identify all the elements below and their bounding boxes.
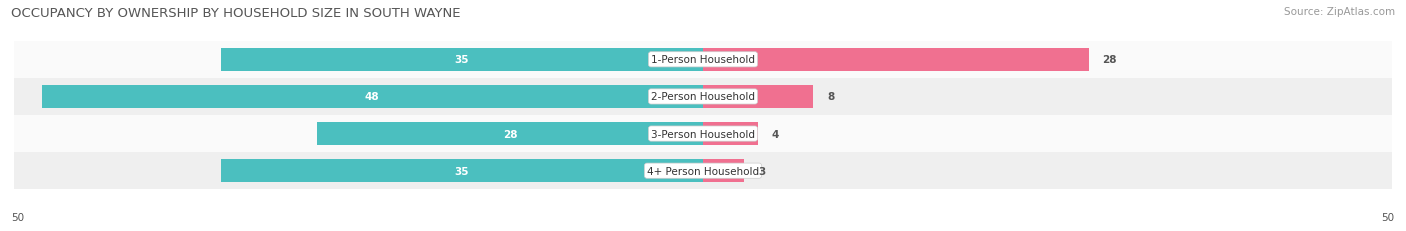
Bar (703, 49, 1088, 72)
Bar (14, 152, 1392, 189)
Text: 4+ Person Household: 4+ Person Household (647, 166, 759, 176)
Bar (221, 49, 703, 72)
Bar (703, 85, 813, 109)
Text: 2-Person Household: 2-Person Household (651, 92, 755, 102)
Bar (14, 42, 1392, 79)
Bar (14, 79, 1392, 116)
Text: 35: 35 (454, 55, 470, 65)
Bar (42, 85, 703, 109)
Text: 50: 50 (11, 213, 24, 222)
Text: 1-Person Household: 1-Person Household (651, 55, 755, 65)
Text: OCCUPANCY BY OWNERSHIP BY HOUSEHOLD SIZE IN SOUTH WAYNE: OCCUPANCY BY OWNERSHIP BY HOUSEHOLD SIZE… (11, 7, 461, 20)
Bar (221, 159, 703, 182)
Bar (703, 159, 744, 182)
Text: 50: 50 (1382, 213, 1395, 222)
Text: 28: 28 (503, 129, 517, 139)
Text: 8: 8 (827, 92, 834, 102)
Text: 3-Person Household: 3-Person Household (651, 129, 755, 139)
Text: 28: 28 (1102, 55, 1118, 65)
Text: 3: 3 (758, 166, 765, 176)
Bar (14, 116, 1392, 152)
Bar (318, 122, 703, 146)
Text: Source: ZipAtlas.com: Source: ZipAtlas.com (1284, 7, 1395, 17)
Text: 48: 48 (366, 92, 380, 102)
Text: 35: 35 (454, 166, 470, 176)
Bar (703, 122, 758, 146)
Text: 4: 4 (772, 129, 779, 139)
